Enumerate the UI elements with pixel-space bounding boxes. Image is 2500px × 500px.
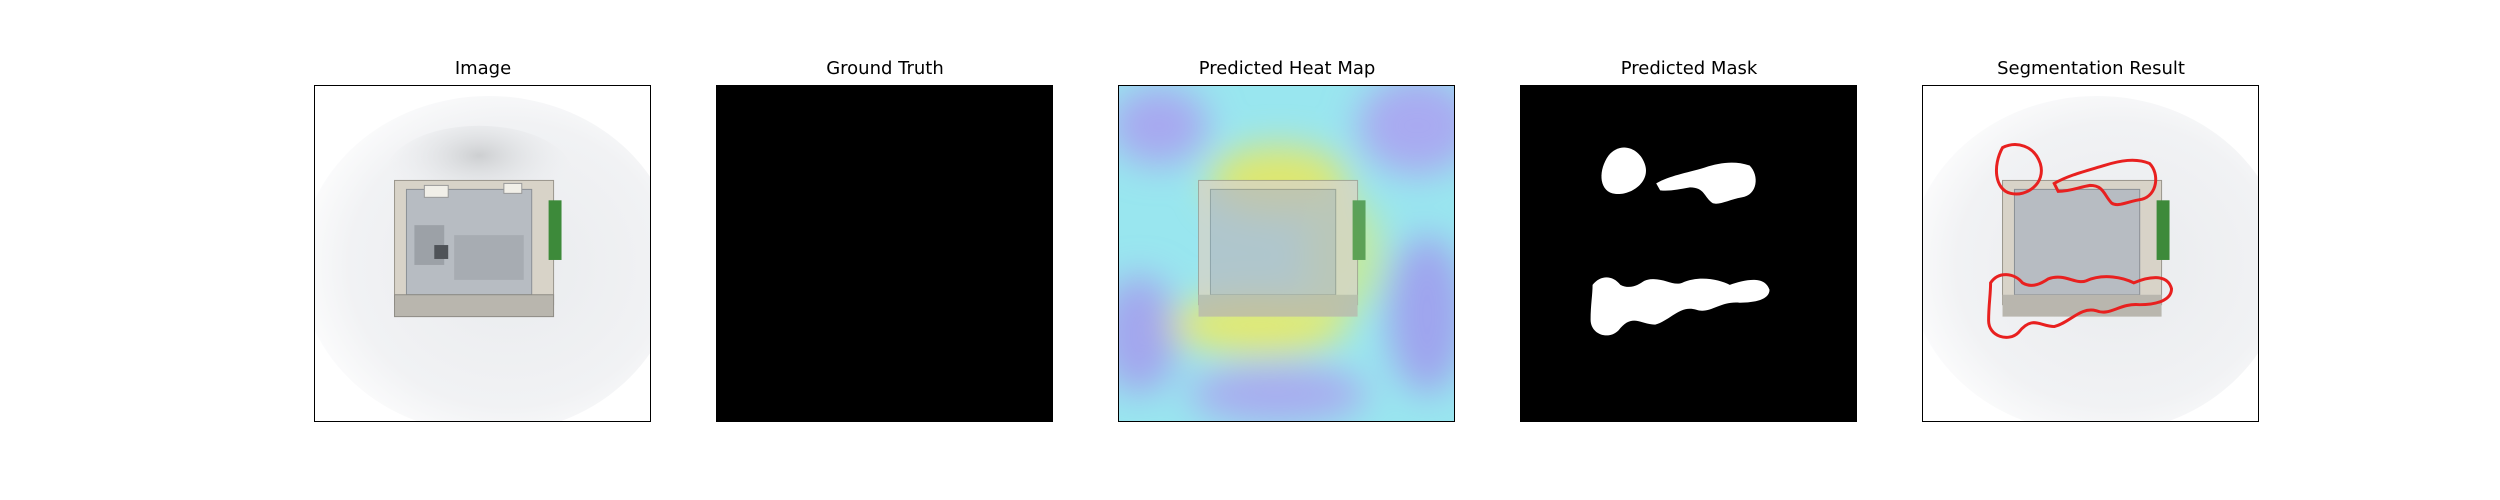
panel-title-ground-truth: Ground Truth xyxy=(826,58,944,79)
device xyxy=(394,179,562,318)
predicted-mask xyxy=(1521,86,1856,421)
segmentation-overlay xyxy=(1923,86,2258,421)
segmentation-contours xyxy=(1987,143,2174,339)
panel-title-image: Image xyxy=(454,58,512,79)
device-photo xyxy=(315,86,650,421)
panel-title-heatmap: Predicted Heat Map xyxy=(1198,58,1376,79)
device xyxy=(2002,179,2170,317)
panel-title-mask: Predicted Mask xyxy=(1620,58,1758,79)
panel-segmentation xyxy=(1922,85,2259,422)
panel-title-segmentation: Segmentation Result xyxy=(1997,58,2185,79)
heatmap-overlay xyxy=(1119,86,1454,421)
ground-truth-mask xyxy=(717,86,1052,421)
panel-mask xyxy=(1520,85,1857,422)
panel-image xyxy=(314,85,651,422)
panel-ground-truth xyxy=(716,85,1053,422)
device-overlay xyxy=(1198,179,1366,317)
panel-heatmap xyxy=(1118,85,1455,422)
